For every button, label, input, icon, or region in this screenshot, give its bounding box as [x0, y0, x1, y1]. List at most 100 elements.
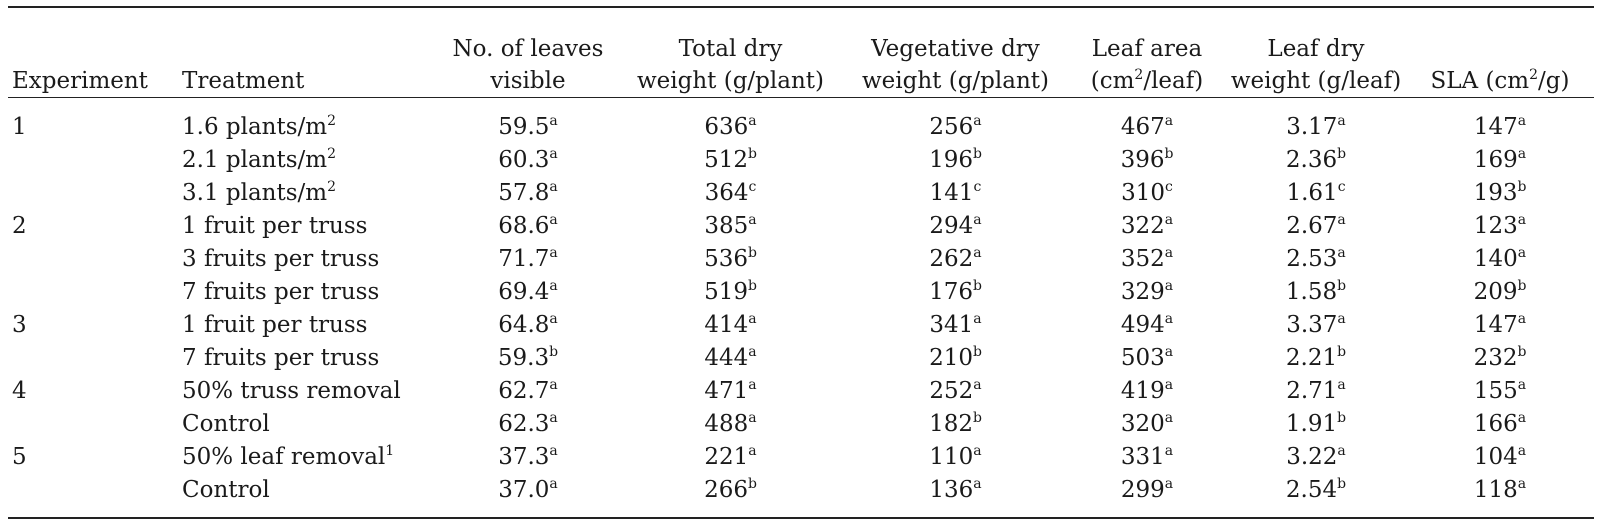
treatment-label: 3.1 plants/m	[182, 180, 328, 206]
cell-value: 636	[704, 114, 749, 140]
significance-letter: b	[747, 245, 757, 261]
experiment-cell	[8, 276, 178, 309]
value-cell: 60.3a	[438, 144, 618, 177]
column-header-line2-suffix: /g)	[1538, 68, 1570, 94]
significance-letter: a	[549, 377, 558, 393]
significance-letter: b	[1337, 410, 1347, 426]
value-cell: 414a	[618, 309, 843, 342]
value-cell: 488a	[618, 408, 843, 441]
cell-value: 1.61	[1286, 180, 1338, 206]
treatment-cell: 2.1 plants/m2	[178, 144, 438, 177]
significance-letter: a	[549, 443, 558, 459]
value-cell: 123a	[1406, 210, 1594, 243]
value-cell: 62.3a	[438, 408, 618, 441]
significance-letter: a	[1517, 443, 1527, 459]
significance-letter: a	[1164, 245, 1174, 261]
cell-value: 294	[929, 213, 974, 239]
significance-letter: a	[1337, 377, 1346, 393]
treatment-cell: 50% truss removal	[178, 375, 438, 408]
cell-value: 299	[1120, 477, 1165, 503]
cell-value: 141	[929, 180, 974, 206]
significance-letter: b	[972, 410, 982, 426]
treatment-cell: 3 fruits per truss	[178, 243, 438, 276]
significance-letter: b	[747, 278, 757, 294]
cell-value: 3.17	[1286, 114, 1338, 140]
column-header: Leaf area (cm2/leaf)	[1068, 8, 1226, 103]
cell-value: 155	[1473, 378, 1518, 404]
treatment-label: 50% leaf removal	[182, 444, 386, 470]
value-cell: 71.7a	[438, 243, 618, 276]
significance-letter: a	[1164, 311, 1174, 327]
results-table: Experiment Treatment No. of leaves visible T…	[8, 8, 1594, 507]
cell-value: 169	[1473, 147, 1518, 173]
column-header: Leaf dry weight (g/leaf)	[1226, 8, 1406, 103]
value-cell: 182b	[843, 408, 1068, 441]
value-cell: 2.67a	[1226, 210, 1406, 243]
experiment-cell: 4	[8, 375, 178, 408]
value-cell: 59.5a	[438, 103, 618, 144]
significance-letter: a	[748, 113, 757, 129]
significance-letter: a	[748, 410, 757, 426]
cell-value: 262	[929, 246, 974, 272]
column-header-line2: weight (g/leaf)	[1230, 68, 1402, 94]
treatment-label: Control	[182, 411, 270, 437]
cell-value: 59.5	[498, 114, 550, 140]
column-header-line2-suffix: /leaf)	[1143, 68, 1204, 94]
significance-letter: a	[748, 443, 757, 459]
cell-value: 3.22	[1286, 444, 1338, 470]
significance-letter: a	[549, 212, 558, 228]
significance-letter: a	[1337, 443, 1346, 459]
value-cell: 299a	[1068, 474, 1226, 507]
column-header-line1: Vegetative dry	[871, 36, 1040, 62]
cell-value: 64.8	[498, 312, 550, 338]
significance-letter: b	[1337, 344, 1347, 360]
value-cell: 329a	[1068, 276, 1226, 309]
treatment-cell: 1.6 plants/m2	[178, 103, 438, 144]
cell-value: 444	[704, 345, 749, 371]
significance-letter: a	[1164, 410, 1174, 426]
value-cell: 536b	[618, 243, 843, 276]
value-cell: 69.4a	[438, 276, 618, 309]
cell-value: 69.4	[498, 279, 550, 305]
significance-letter: c	[973, 179, 982, 195]
value-cell: 266b	[618, 474, 843, 507]
significance-letter: a	[973, 212, 982, 228]
column-header: No. of leaves visible	[438, 8, 618, 103]
value-cell: 1.58b	[1226, 276, 1406, 309]
significance-letter: a	[549, 179, 558, 195]
experiment-cell: 1	[8, 103, 178, 144]
table-row: 4 50% truss removal 62.7a 471a 252a 419a 2.71a…	[8, 375, 1594, 408]
significance-letter: b	[1517, 278, 1527, 294]
value-cell: 331a	[1068, 441, 1226, 474]
column-header-line2: Treatment	[182, 68, 305, 94]
table-row: 3 fruits per truss 71.7a 536b 262a 352a 2.53a…	[8, 243, 1594, 276]
significance-letter: a	[549, 476, 558, 492]
value-cell: 176b	[843, 276, 1068, 309]
cell-value: 320	[1120, 411, 1165, 437]
cell-value: 57.8	[498, 180, 550, 206]
treatment-cell: 7 fruits per truss	[178, 342, 438, 375]
cell-value: 147	[1473, 312, 1518, 338]
column-header-line2: SLA (cm	[1430, 68, 1530, 94]
value-cell: 1.91b	[1226, 408, 1406, 441]
value-cell: 256a	[843, 103, 1068, 144]
table-row: 7 fruits per truss 69.4a 519b 176b 329a 1.58b…	[8, 276, 1594, 309]
significance-letter: b	[972, 146, 982, 162]
significance-letter: a	[1517, 476, 1527, 492]
column-header-line1: Leaf area	[1091, 36, 1203, 62]
cell-value: 536	[704, 246, 748, 272]
cell-value: 147	[1473, 114, 1518, 140]
cell-value: 68.6	[498, 213, 550, 239]
treatment-cell: Control	[178, 474, 438, 507]
value-cell: 147a	[1406, 103, 1594, 144]
cell-value: 193	[1473, 180, 1518, 206]
cell-value: 37.3	[498, 444, 550, 470]
significance-letter: b	[747, 146, 757, 162]
value-cell: 169a	[1406, 144, 1594, 177]
value-cell: 196b	[843, 144, 1068, 177]
value-cell: 232b	[1406, 342, 1594, 375]
cell-value: 310	[1121, 180, 1166, 206]
value-cell: 221a	[618, 441, 843, 474]
treatment-superscript: 2	[327, 146, 337, 162]
experiment-cell	[8, 144, 178, 177]
